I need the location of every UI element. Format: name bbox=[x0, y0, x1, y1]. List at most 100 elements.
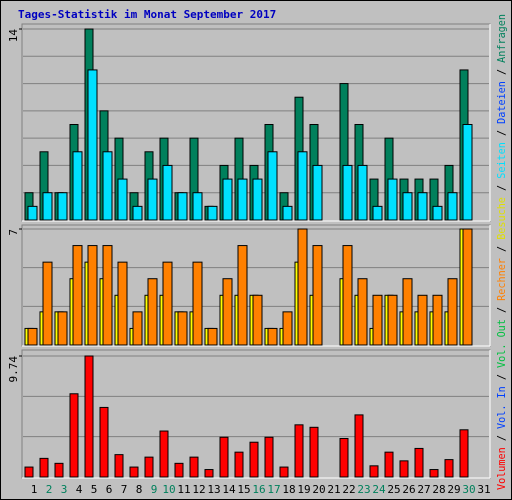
bar bbox=[234, 451, 244, 478]
x-tick-label: 15 bbox=[237, 483, 250, 496]
side-legend: Volumen / Vol. In / Vol. Out / Rechner /… bbox=[495, 14, 508, 490]
bar bbox=[129, 466, 139, 478]
legend-separator: / bbox=[495, 240, 508, 258]
bar bbox=[252, 178, 263, 221]
x-tick-label: 23 bbox=[357, 483, 370, 496]
x-tick-label: 19 bbox=[297, 483, 310, 496]
legend-entry: Seiten bbox=[495, 142, 508, 179]
bar bbox=[387, 294, 398, 346]
bar bbox=[387, 178, 398, 221]
bar bbox=[402, 192, 413, 221]
bar bbox=[177, 311, 188, 346]
legend-entry: Vol. Out bbox=[495, 319, 508, 368]
bar bbox=[432, 294, 443, 346]
legend-separator: / bbox=[495, 179, 508, 197]
bar bbox=[162, 164, 173, 221]
bar bbox=[162, 261, 173, 346]
bar bbox=[384, 451, 394, 478]
x-tick-label: 18 bbox=[282, 483, 295, 496]
x-tick-label: 30 bbox=[462, 483, 475, 496]
legend-separator: / bbox=[495, 368, 508, 386]
bar bbox=[132, 311, 143, 346]
bar bbox=[84, 355, 94, 478]
bar bbox=[117, 178, 128, 221]
bar bbox=[132, 205, 143, 221]
x-tick-label: 6 bbox=[106, 483, 113, 496]
x-tick-label: 16 bbox=[252, 483, 265, 496]
bar bbox=[252, 294, 263, 346]
bar bbox=[102, 245, 113, 346]
bar bbox=[369, 465, 379, 478]
bar bbox=[207, 327, 218, 346]
x-tick-label: 17 bbox=[267, 483, 280, 496]
bar bbox=[342, 245, 353, 346]
bar bbox=[204, 469, 214, 478]
x-tick-label: 4 bbox=[76, 483, 83, 496]
legend-entry: Dateien bbox=[495, 81, 508, 124]
x-tick-label: 1 bbox=[31, 483, 38, 496]
bar bbox=[39, 457, 49, 478]
bar bbox=[54, 462, 64, 478]
legend-separator: / bbox=[495, 301, 508, 319]
x-tick-label: 13 bbox=[207, 483, 220, 496]
bar bbox=[432, 205, 443, 221]
bar bbox=[414, 447, 424, 478]
bar bbox=[102, 151, 113, 221]
x-tick-label: 21 bbox=[327, 483, 340, 496]
legend-separator: / bbox=[495, 124, 508, 142]
bar bbox=[237, 245, 248, 346]
bar bbox=[264, 436, 274, 478]
bar bbox=[297, 151, 308, 221]
bar bbox=[174, 462, 184, 478]
bar bbox=[342, 164, 353, 221]
bar bbox=[99, 406, 109, 478]
bar bbox=[177, 192, 188, 221]
bar bbox=[144, 456, 154, 478]
bar bbox=[249, 441, 259, 478]
bar bbox=[237, 178, 248, 221]
x-tick-label: 25 bbox=[387, 483, 400, 496]
bar bbox=[222, 178, 233, 221]
bar bbox=[192, 261, 203, 346]
bar bbox=[282, 205, 293, 221]
legend-entry: Vol. In bbox=[495, 386, 508, 429]
bar bbox=[159, 430, 169, 478]
x-tick-label: 26 bbox=[402, 483, 415, 496]
x-tick-label: 28 bbox=[432, 483, 445, 496]
y-tick-label: 9.74 bbox=[7, 356, 20, 383]
bar bbox=[459, 429, 469, 478]
bar bbox=[27, 205, 38, 221]
bar bbox=[267, 151, 278, 221]
bar bbox=[354, 414, 364, 478]
legend-entry: Volumen bbox=[495, 447, 508, 490]
x-tick-label: 24 bbox=[372, 483, 386, 496]
bar bbox=[357, 164, 368, 221]
bar bbox=[444, 459, 454, 478]
x-tick-label: 9 bbox=[151, 483, 158, 496]
x-tick-label: 8 bbox=[136, 483, 143, 496]
x-tick-label: 22 bbox=[342, 483, 355, 496]
bar bbox=[339, 437, 349, 478]
bar bbox=[87, 245, 98, 346]
y-tick-label: 7 bbox=[7, 229, 20, 236]
bar bbox=[57, 192, 68, 221]
bar bbox=[189, 456, 199, 478]
bar bbox=[279, 466, 289, 478]
legend-entry: Anfragen bbox=[495, 14, 508, 63]
x-tick-label: 31 bbox=[477, 483, 490, 496]
bar bbox=[462, 124, 473, 221]
x-tick-label: 11 bbox=[177, 483, 190, 496]
bar bbox=[24, 466, 34, 478]
x-tick-label: 12 bbox=[192, 483, 205, 496]
bar bbox=[42, 261, 53, 346]
x-tick-label: 20 bbox=[312, 483, 325, 496]
bar bbox=[147, 278, 158, 346]
bar bbox=[447, 192, 458, 221]
bar bbox=[117, 261, 128, 346]
bar bbox=[447, 278, 458, 346]
bar bbox=[219, 436, 229, 478]
legend-entry: Besuche bbox=[495, 197, 508, 240]
y-tick-label: 14 bbox=[7, 29, 20, 43]
bar bbox=[357, 278, 368, 346]
